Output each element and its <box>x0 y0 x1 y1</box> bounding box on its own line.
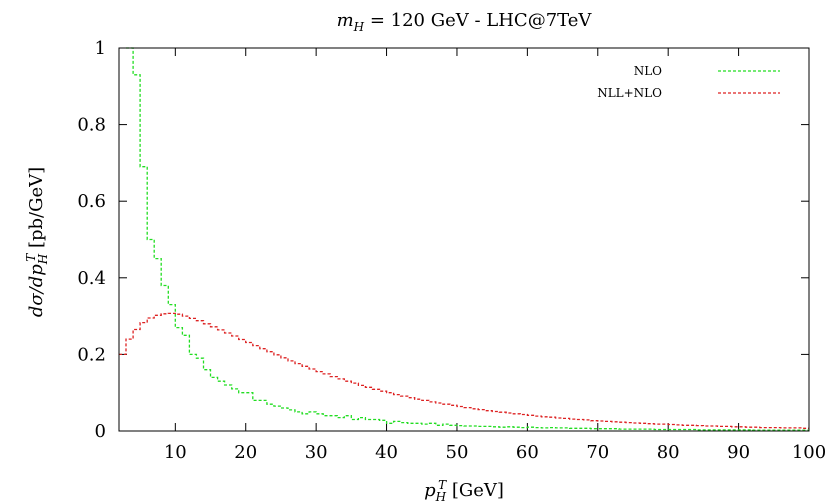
x-tick-label: 30 <box>305 442 328 463</box>
xlabel-rest: [GeV] <box>446 480 504 501</box>
xlabel-var: p <box>424 480 436 501</box>
y-tick-label: 0.8 <box>77 115 106 136</box>
ylabel-sup: T <box>24 253 38 262</box>
series-layer <box>119 47 809 431</box>
legend: NLO NLL+NLO <box>597 64 780 100</box>
title-rest: = 120 GeV - LHC@7TeV <box>364 10 592 31</box>
plot-frame <box>118 47 810 432</box>
x-axis-label: pHT [GeV] <box>424 478 504 502</box>
x-tick-label: 60 <box>516 442 539 463</box>
xlabel-sup: T <box>438 478 447 492</box>
x-tick-label: 70 <box>586 442 609 463</box>
y-tick-label: 0.6 <box>77 191 106 212</box>
y-axis-label: dσ/dpHT [pb/GeV] <box>24 167 50 317</box>
x-tick-label: 80 <box>657 442 680 463</box>
ylabel-sub: H <box>36 253 50 265</box>
legend-label-nlo: NLO <box>634 64 662 78</box>
series-line-nlo <box>126 47 809 431</box>
y-tick-label: 0 <box>95 421 106 442</box>
y-tick-label: 1 <box>95 38 106 59</box>
x-tick-label: 100 <box>792 442 826 463</box>
ylabel-rest: [pb/GeV] <box>26 167 47 254</box>
x-tick-label: 40 <box>375 442 398 463</box>
chart-title: mH = 120 GeV - LHC@7TeV <box>337 10 593 34</box>
xlabel-sub: H <box>435 490 447 502</box>
y-tick-label: 0.2 <box>77 344 106 365</box>
x-tick-label: 10 <box>164 442 187 463</box>
title-var: m <box>337 10 354 31</box>
series-line-nll-nlo <box>119 312 809 429</box>
x-tick-label: 20 <box>234 442 257 463</box>
ylabel-pre: dσ/dp <box>26 264 47 317</box>
legend-label-nll-nlo: NLL+NLO <box>597 86 662 100</box>
x-tick-label: 50 <box>446 442 469 463</box>
x-tick-label: 90 <box>727 442 750 463</box>
y-tick-label: 0.4 <box>77 268 106 289</box>
axis-ticks: 10 20 30 40 50 60 70 80 90 100 0 0.2 0.4 0.6 0.8 1 <box>77 38 826 463</box>
title-sub: H <box>353 20 365 34</box>
